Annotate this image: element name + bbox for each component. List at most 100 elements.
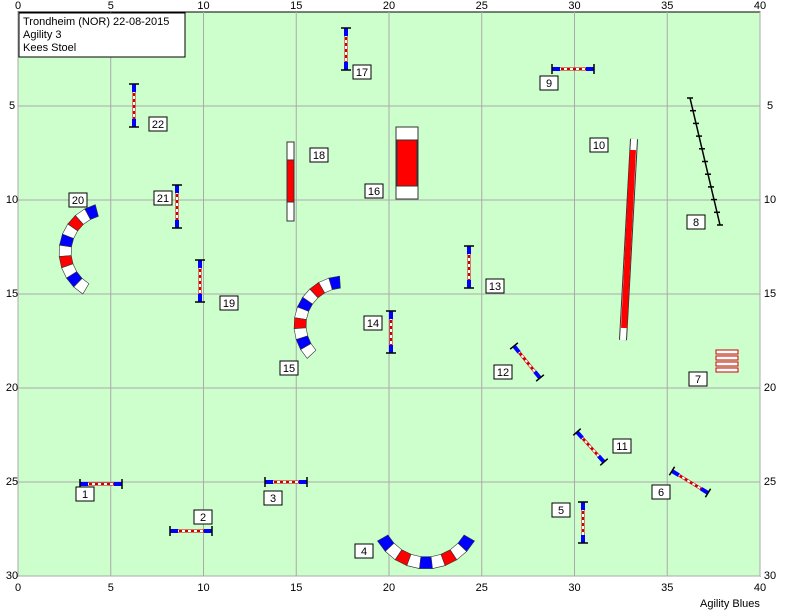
y-tick-label: 25 [764,476,776,488]
obstacle-label: 15 [283,363,295,375]
x-tick-label: 5 [108,582,114,594]
x-tick-label: 30 [568,0,580,12]
obstacle-label-box [148,116,168,132]
x-tick-label: 15 [290,0,302,12]
x-tick-label: 35 [661,0,673,12]
obstacle-label: 9 [546,78,552,90]
x-tick-label: 25 [476,582,488,594]
x-tick-label: 20 [383,582,395,594]
jump-wing [533,370,542,380]
y-tick-label: 15 [6,288,18,300]
obstacle-label: 6 [658,487,664,499]
y-tick-label: 5 [767,100,773,112]
obstacle-label-box [75,486,95,502]
obstacle-label-box [354,543,374,559]
jump-pole [535,374,545,382]
obstacle-label-box [539,75,559,91]
header-line: Agility 3 [23,29,62,41]
y-tick-label: 15 [764,288,776,300]
obstacle-label: 8 [693,217,699,229]
obstacle-7 [715,361,739,367]
obstacle-label: 2 [200,512,206,524]
tunnel-segment [293,317,307,330]
jump-wing [575,430,584,440]
y-tick-label: 5 [9,100,15,112]
obstacle-label-box [309,147,329,163]
obstacle-label-box [193,509,213,525]
obstacle-label: 11 [616,441,627,453]
obstacle-label-box [551,502,571,518]
jump-pole [509,342,519,350]
obstacle-label: 20 [72,195,84,207]
seesaw [286,159,295,203]
obstacle-label: 14 [367,318,379,330]
y-tick-label: 30 [6,570,18,582]
y-tick-label: 25 [6,476,18,488]
jump-wing [700,487,710,495]
header-box [18,12,186,58]
x-tick-label: 0 [15,0,21,12]
obstacle-label-box [363,315,383,331]
a-frame [396,139,418,187]
obstacle-label-box [589,137,609,153]
footer: Agility Blues [700,598,760,610]
obstacle-7 [715,349,739,355]
x-tick-label: 15 [290,582,302,594]
obstacle-7 [715,367,739,373]
obstacle-label-box [651,484,671,500]
jump-pole [704,488,712,498]
obstacle-label: 4 [361,546,367,558]
tunnel-segment [58,244,72,257]
obstacle-label-box [352,64,372,80]
obstacle-label-box [263,490,283,506]
obstacle-7 [715,355,739,361]
x-tick-label: 20 [383,0,395,12]
x-tick-label: 10 [197,582,209,594]
x-tick-label: 10 [197,0,209,12]
tunnel-segment [73,277,90,295]
tunnel-segment [457,534,475,552]
x-tick-label: 35 [661,582,673,594]
obstacle-label: 12 [497,367,509,379]
obstacle-label: 18 [313,150,325,162]
jump-pole [599,458,609,466]
obstacle-label: 22 [152,119,164,131]
obstacle-label: 1 [82,489,88,501]
obstacle-label: 17 [356,67,368,79]
tunnel-segment [300,343,317,359]
y-tick-label: 10 [6,194,18,206]
obstacles [58,27,739,569]
y-tick-label: 20 [6,382,18,394]
jump-wing [512,344,521,354]
obstacle-label-box [153,190,173,206]
y-tick-label: 10 [764,194,776,206]
obstacle-label: 7 [695,374,701,386]
y-tick-label: 30 [764,570,776,582]
x-tick-label: 25 [476,0,488,12]
obstacle-label-box [68,192,88,208]
obstacle-label-box [364,183,384,199]
x-tick-label: 40 [754,582,766,594]
obstacle-label-box [219,295,239,311]
header-line: Kees Stoel [23,42,76,54]
x-tick-label: 30 [568,582,580,594]
obstacle-label: 3 [270,493,276,505]
obstacle-label-box [493,364,513,380]
jump-wing [597,454,606,464]
obstacle-label-box [279,360,299,376]
jump-wing [670,469,680,477]
tunnel-segment [419,556,433,569]
obstacle-label: 21 [157,193,169,205]
obstacle-label: 5 [558,505,564,517]
obstacle-label: 10 [593,140,605,152]
jump-pole [572,428,582,436]
x-tick-label: 0 [15,582,21,594]
header-line: Trondheim (NOR) 22-08-2015 [23,16,169,28]
x-tick-label: 5 [108,0,114,12]
obstacle-label-box [688,371,708,387]
dogwalk [621,149,636,329]
x-tick-label: 40 [754,0,766,12]
